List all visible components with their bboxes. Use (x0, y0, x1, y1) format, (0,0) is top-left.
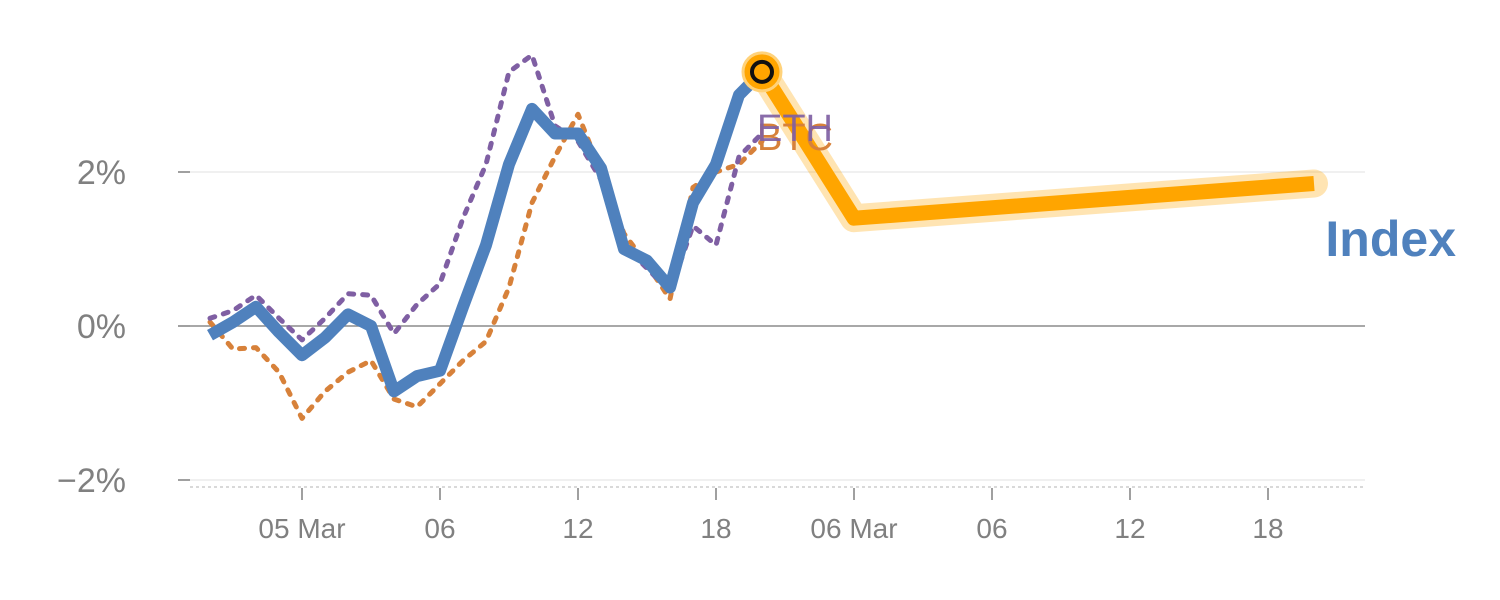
x-tick-label: 12 (1114, 513, 1145, 544)
x-tick-label: 06 (976, 513, 1007, 544)
grid-lines (190, 171, 1365, 481)
series-lines (207, 51, 1328, 421)
end-point-ring (750, 59, 774, 84)
end-label-btc: BTC (757, 117, 833, 159)
y-tick-label: 2% (77, 154, 126, 192)
series-line-btc (207, 111, 765, 421)
y-tick-label: 0% (77, 308, 126, 346)
x-tick-label: 06 (424, 513, 455, 544)
axes: −2% 0% 2% 05 Mar 06 12 18 06 Mar 06 12 18 (57, 154, 1365, 544)
end-label-eth: ETH (757, 108, 833, 150)
series-line-eth (207, 52, 765, 343)
x-tick-label: 12 (562, 513, 593, 544)
highlight-line (755, 67, 1315, 226)
x-tick-label: 05 Mar (258, 513, 345, 544)
x-tick-label: 06 Mar (810, 513, 897, 544)
series-line-index (207, 67, 767, 398)
x-tick-label: 18 (700, 513, 731, 544)
end-point-marker (741, 51, 783, 93)
x-tick-label: 18 (1252, 513, 1283, 544)
index-callout-label: Index (1325, 211, 1456, 267)
y-tick-label: −2% (57, 462, 126, 500)
